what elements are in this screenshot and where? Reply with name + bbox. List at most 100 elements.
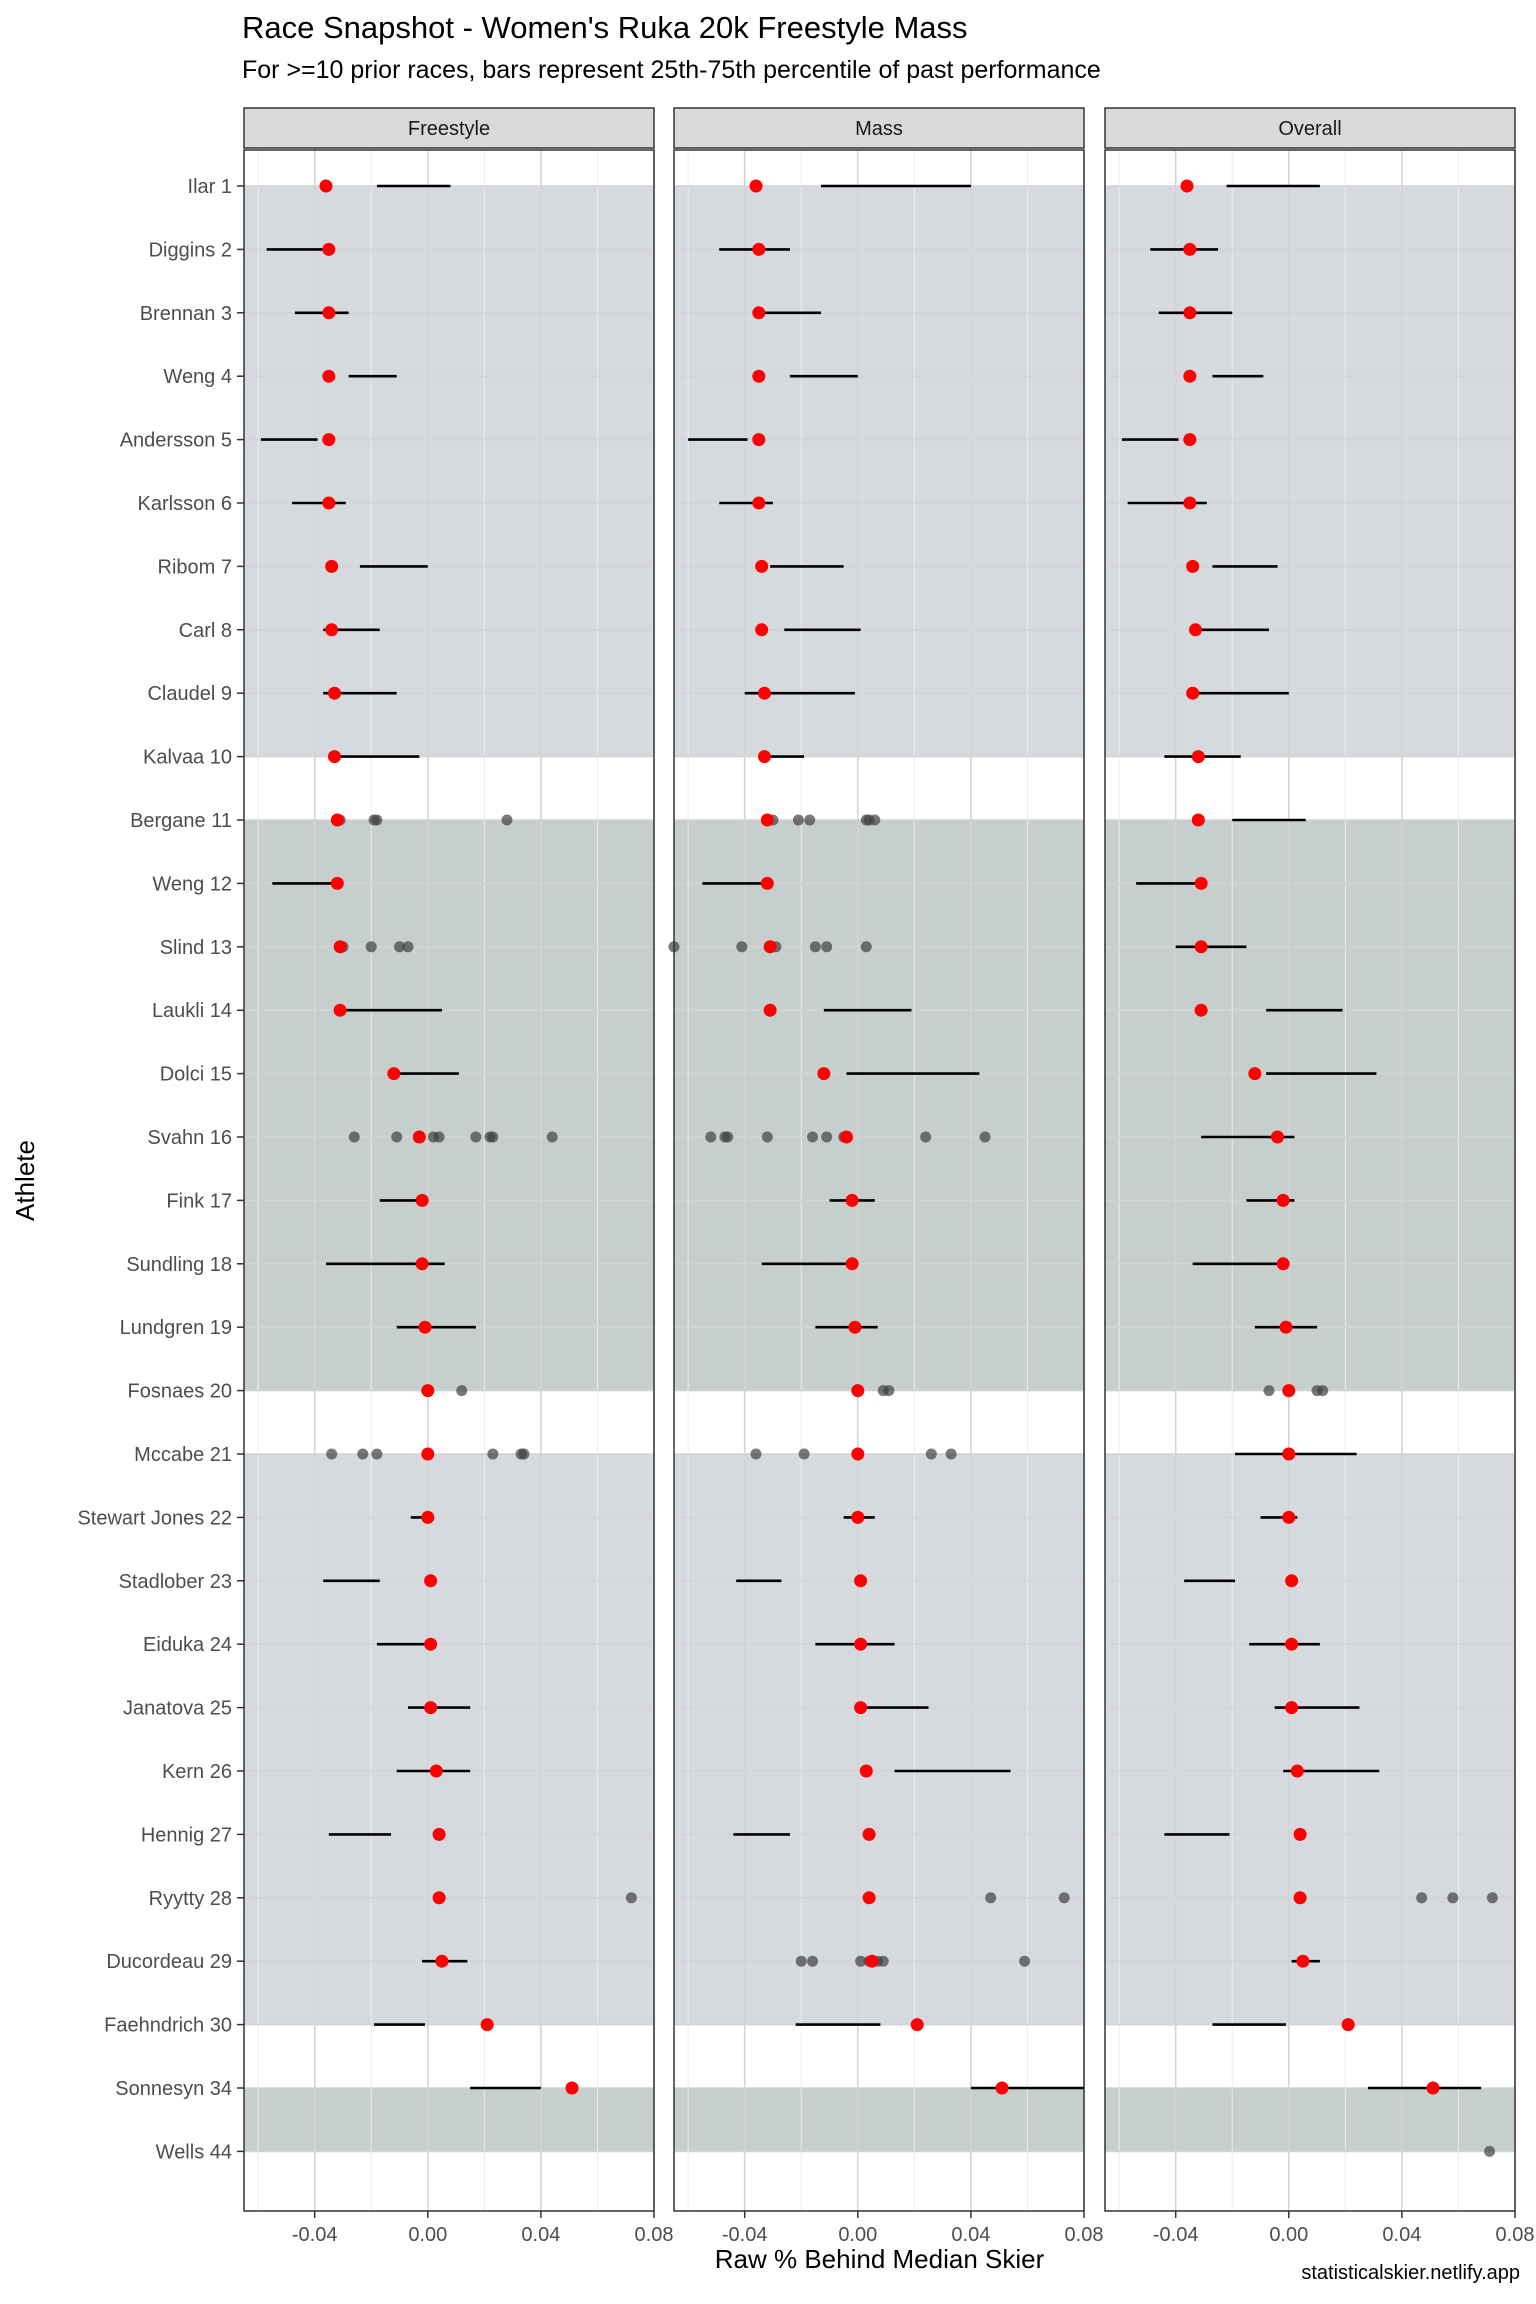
past-result-svahn-16-8: [546, 1131, 558, 1143]
current-result-faehndrich-30: [480, 2018, 494, 2032]
current-result-stadlober-23: [1285, 1574, 1299, 1588]
current-result-brennan-3: [322, 306, 336, 320]
current-result-ribom-7: [1186, 559, 1200, 573]
tier-band-2: [674, 820, 1084, 1391]
current-result-brennan-3: [752, 306, 766, 320]
current-result-kalvaa-10: [1191, 750, 1205, 764]
y-tick-label-kern-26: Kern 26: [162, 1761, 232, 1783]
current-result-ryytty-28: [1293, 1891, 1307, 1905]
past-result-slind-13-2: [736, 941, 748, 953]
past-result-svahn-16-7: [487, 1131, 499, 1143]
current-result-bergane-11: [1191, 813, 1205, 827]
y-tick-label-dolci-15: Dolci 15: [160, 1064, 232, 1086]
current-result-slind-13: [1194, 940, 1208, 954]
strip-overall: [1104, 107, 1516, 149]
current-result-claudel-9: [327, 686, 341, 700]
current-result-hennig-27: [862, 1827, 876, 1841]
current-result-ilar-1: [749, 179, 763, 193]
current-result-faehndrich-30: [1341, 2018, 1355, 2032]
y-tick-label-claudel-9: Claudel 9: [147, 683, 232, 705]
panel-border: [243, 149, 655, 2212]
current-result-eiduka-24: [1285, 1637, 1299, 1651]
current-result-slind-13: [763, 940, 777, 954]
current-result-ducordeau-29: [1296, 1954, 1310, 1968]
past-result-mccabe-21-1: [750, 1448, 762, 1460]
current-result-weng-4: [752, 369, 766, 383]
current-result-sundling-18: [845, 1257, 859, 1271]
x-tick-label: 0.00: [1269, 2224, 1308, 2246]
past-result-svahn-16-3: [722, 1131, 734, 1143]
past-result-ducordeau-29-2: [807, 1955, 819, 1967]
current-result-stewart-jones-22: [851, 1510, 865, 1524]
current-result-diggins-2: [322, 242, 336, 256]
tier-band-4: [1105, 2088, 1515, 2152]
past-result-svahn-16-6: [821, 1131, 833, 1143]
y-tick-label-carl-8: Carl 8: [179, 620, 232, 642]
current-result-kern-26: [859, 1764, 873, 1778]
y-tick-label-kalvaa-10: Kalvaa 10: [143, 747, 232, 769]
x-tick-label: -0.04: [722, 2224, 768, 2246]
y-tick-label-fosnaes-20: Fosnaes 20: [127, 1381, 232, 1403]
panel-border: [1104, 149, 1516, 2212]
y-tick-label-weng-12: Weng 12: [152, 873, 232, 895]
current-result-carl-8: [325, 623, 339, 637]
strip-freestyle: [243, 107, 655, 149]
past-result-ducordeau-29-3: [855, 1955, 867, 1967]
y-tick-label-laukli-14: Laukli 14: [152, 1000, 232, 1022]
current-result-carl-8: [755, 623, 769, 637]
chart-subtitle: For >=10 prior races, bars represent 25t…: [242, 56, 1101, 84]
past-result-svahn-16-5: [470, 1131, 482, 1143]
past-result-fosnaes-20-1: [456, 1385, 468, 1397]
past-result-bergane-11-3: [804, 814, 816, 826]
past-result-mccabe-21-5: [945, 1448, 957, 1460]
past-result-svahn-16-4: [761, 1131, 773, 1143]
current-result-diggins-2: [1183, 242, 1197, 256]
tier-band-4: [244, 2088, 654, 2152]
past-result-mccabe-21-2: [357, 1448, 369, 1460]
y-tick-label-sonnesyn-34: Sonnesyn 34: [115, 2078, 232, 2100]
past-result-fosnaes-20-4: [1317, 1385, 1329, 1397]
current-result-weng-12: [330, 876, 344, 890]
current-result-kalvaa-10: [757, 750, 771, 764]
current-result-ryytty-28: [862, 1891, 876, 1905]
current-result-sundling-18: [1276, 1257, 1290, 1271]
current-result-stewart-jones-22: [1282, 1510, 1296, 1524]
current-result-sonnesyn-34: [565, 2081, 579, 2095]
y-tick-label-sundling-18: Sundling 18: [126, 1254, 232, 1276]
x-tick-label: 0.00: [408, 2224, 447, 2246]
y-tick-label-ryytty-28: Ryytty 28: [149, 1888, 232, 1910]
x-tick-label: 0.04: [1382, 2224, 1421, 2246]
current-result-sonnesyn-34: [995, 2081, 1009, 2095]
current-result-faehndrich-30: [910, 2018, 924, 2032]
y-tick-label-ducordeau-29: Ducordeau 29: [106, 1951, 232, 1973]
current-result-laukli-14: [333, 1003, 347, 1017]
current-result-bergane-11: [330, 813, 344, 827]
tier-band-2: [1105, 820, 1515, 1391]
y-tick-label-wells-44: Wells 44: [156, 2141, 232, 2163]
past-result-ryytty-28-3: [1486, 1892, 1498, 1904]
current-result-slind-13: [333, 940, 347, 954]
current-result-dolci-15: [1248, 1067, 1262, 1081]
x-tick-label: 0.04: [951, 2224, 990, 2246]
strip-label-overall: Overall: [1278, 118, 1341, 140]
past-result-ducordeau-29-1: [795, 1955, 807, 1967]
y-tick-label-weng-4: Weng 4: [163, 366, 232, 388]
source-credit: statisticalskier.netlify.app: [1301, 2262, 1520, 2284]
tier-band-3: [674, 1454, 1084, 2025]
current-result-sonnesyn-34: [1426, 2081, 1440, 2095]
current-result-kern-26: [429, 1764, 443, 1778]
past-result-ryytty-28-2: [1447, 1892, 1459, 1904]
panel-overall: Overall -0.04 0.00 0.04 0.08: [1104, 107, 1534, 2246]
current-result-mccabe-21: [421, 1447, 435, 1461]
y-tick-label-slind-13: Slind 13: [160, 937, 232, 959]
current-result-dolci-15: [387, 1067, 401, 1081]
current-result-ducordeau-29: [435, 1954, 449, 1968]
current-result-fink-17: [1276, 1193, 1290, 1207]
current-result-hennig-27: [1293, 1827, 1307, 1841]
current-result-claudel-9: [1186, 686, 1200, 700]
current-result-kalvaa-10: [327, 750, 341, 764]
y-tick-label-brennan-3: Brennan 3: [140, 303, 232, 325]
past-result-svahn-16-1: [348, 1131, 360, 1143]
current-result-janatova-25: [854, 1701, 868, 1715]
x-axis-title: Raw % Behind Median Skier: [715, 2244, 1045, 2274]
